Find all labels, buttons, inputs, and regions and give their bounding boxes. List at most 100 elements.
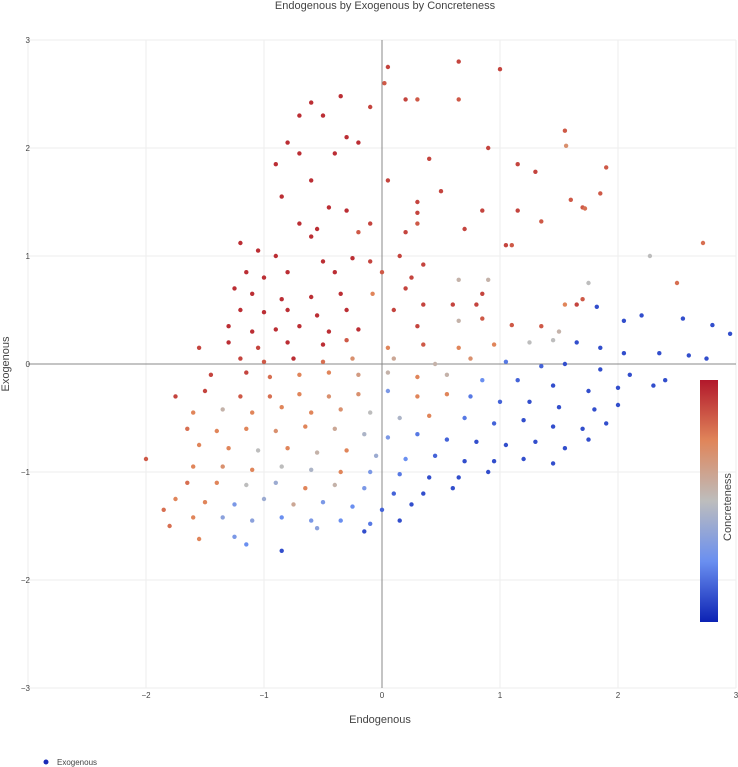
scatter-point[interactable] bbox=[415, 324, 420, 329]
scatter-point[interactable] bbox=[338, 518, 343, 523]
scatter-point[interactable] bbox=[456, 59, 461, 64]
scatter-point[interactable] bbox=[456, 277, 461, 282]
scatter-point[interactable] bbox=[368, 469, 373, 475]
scatter-point[interactable] bbox=[244, 270, 249, 275]
scatter-point[interactable] bbox=[373, 453, 379, 458]
scatter-point[interactable] bbox=[521, 456, 526, 462]
scatter-point[interactable] bbox=[727, 331, 733, 336]
scatter-point[interactable] bbox=[314, 313, 320, 318]
scatter-point[interactable] bbox=[563, 143, 569, 148]
scatter-point[interactable] bbox=[704, 356, 709, 361]
scatter-point[interactable] bbox=[291, 502, 296, 507]
scatter-point[interactable] bbox=[226, 446, 231, 451]
scatter-point[interactable] bbox=[385, 64, 391, 70]
scatter-point[interactable] bbox=[415, 394, 420, 399]
scatter-point[interactable] bbox=[515, 208, 520, 213]
scatter-point[interactable] bbox=[562, 128, 568, 133]
scatter-point[interactable] bbox=[527, 399, 532, 404]
scatter-point[interactable] bbox=[309, 234, 314, 239]
scatter-point[interactable] bbox=[338, 291, 343, 296]
scatter-point[interactable] bbox=[297, 324, 302, 329]
scatter-point[interactable] bbox=[273, 162, 278, 167]
scatter-point[interactable] bbox=[421, 262, 426, 267]
scatter-point[interactable] bbox=[185, 426, 190, 431]
scatter-point[interactable] bbox=[314, 226, 320, 232]
scatter-point[interactable] bbox=[309, 467, 314, 472]
scatter-point[interactable] bbox=[710, 322, 715, 328]
scatter-point[interactable] bbox=[226, 340, 231, 345]
scatter-point[interactable] bbox=[403, 286, 408, 291]
scatter-point[interactable] bbox=[309, 294, 314, 300]
scatter-point[interactable] bbox=[261, 359, 267, 364]
scatter-point[interactable] bbox=[509, 322, 514, 328]
scatter-point[interactable] bbox=[362, 529, 367, 534]
scatter-point[interactable] bbox=[580, 426, 585, 431]
scatter-point[interactable] bbox=[244, 370, 249, 375]
scatter-point[interactable] bbox=[173, 496, 178, 502]
scatter-point[interactable] bbox=[444, 437, 450, 442]
scatter-point[interactable] bbox=[480, 316, 485, 321]
scatter-point[interactable] bbox=[238, 307, 243, 313]
scatter-point[interactable] bbox=[285, 446, 290, 451]
scatter-point[interactable] bbox=[385, 435, 391, 440]
scatter-point[interactable] bbox=[267, 394, 273, 399]
scatter-point[interactable] bbox=[385, 370, 391, 375]
scatter-point[interactable] bbox=[344, 448, 349, 453]
scatter-point[interactable] bbox=[279, 515, 284, 520]
scatter-point[interactable] bbox=[651, 383, 656, 388]
scatter-point[interactable] bbox=[303, 486, 308, 491]
scatter-point[interactable] bbox=[279, 194, 284, 199]
scatter-point[interactable] bbox=[173, 394, 178, 399]
scatter-point[interactable] bbox=[196, 536, 202, 542]
scatter-point[interactable] bbox=[468, 394, 473, 399]
scatter-point[interactable] bbox=[356, 327, 361, 332]
scatter-point[interactable] bbox=[368, 104, 373, 110]
scatter-point[interactable] bbox=[598, 191, 603, 196]
scatter-point[interactable] bbox=[261, 496, 267, 502]
scatter-point[interactable] bbox=[474, 439, 479, 444]
scatter-point[interactable] bbox=[497, 399, 503, 404]
scatter-point[interactable] bbox=[285, 140, 290, 145]
scatter-point[interactable] bbox=[344, 307, 349, 313]
scatter-point[interactable] bbox=[309, 178, 314, 183]
scatter-point[interactable] bbox=[598, 345, 603, 350]
scatter-point[interactable] bbox=[202, 388, 208, 394]
scatter-point[interactable] bbox=[491, 342, 497, 347]
scatter-point[interactable] bbox=[385, 345, 391, 350]
scatter-point[interactable] bbox=[621, 351, 627, 356]
scatter-point[interactable] bbox=[562, 361, 568, 367]
scatter-point[interactable] bbox=[456, 475, 461, 480]
scatter-point[interactable] bbox=[244, 426, 249, 431]
scatter-point[interactable] bbox=[397, 518, 402, 523]
scatter-point[interactable] bbox=[415, 97, 420, 102]
scatter-point[interactable] bbox=[456, 318, 461, 323]
scatter-point[interactable] bbox=[191, 515, 196, 520]
scatter-point[interactable] bbox=[580, 297, 585, 302]
scatter-point[interactable] bbox=[326, 394, 332, 399]
scatter-point[interactable] bbox=[279, 464, 284, 469]
scatter-point[interactable] bbox=[647, 253, 653, 259]
scatter-point[interactable] bbox=[167, 523, 172, 529]
scatter-point[interactable] bbox=[244, 482, 249, 488]
scatter-point[interactable] bbox=[362, 486, 367, 491]
scatter-point[interactable] bbox=[238, 240, 243, 246]
scatter-point[interactable] bbox=[326, 205, 332, 210]
scatter-point[interactable] bbox=[255, 448, 261, 453]
scatter-point[interactable] bbox=[586, 280, 591, 286]
scatter-point[interactable] bbox=[621, 318, 627, 323]
scatter-point[interactable] bbox=[409, 275, 414, 280]
scatter-point[interactable] bbox=[356, 372, 361, 377]
scatter-point[interactable] bbox=[297, 392, 302, 397]
scatter-point[interactable] bbox=[220, 464, 225, 469]
scatter-point[interactable] bbox=[550, 383, 556, 388]
scatter-point[interactable] bbox=[539, 364, 544, 369]
scatter-point[interactable] bbox=[700, 240, 706, 246]
scatter-point[interactable] bbox=[273, 253, 278, 259]
scatter-point[interactable] bbox=[391, 307, 396, 313]
scatter-point[interactable] bbox=[273, 428, 278, 434]
scatter-point[interactable] bbox=[397, 415, 402, 421]
scatter-point[interactable] bbox=[238, 356, 243, 361]
scatter-point[interactable] bbox=[456, 97, 461, 102]
scatter-point[interactable] bbox=[326, 370, 332, 375]
scatter-point[interactable] bbox=[279, 405, 284, 410]
